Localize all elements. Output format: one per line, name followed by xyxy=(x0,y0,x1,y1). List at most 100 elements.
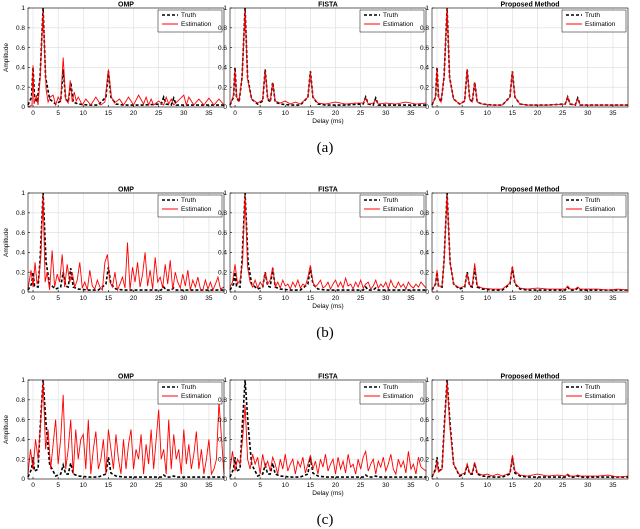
legend-label-estimation: Estimation xyxy=(585,206,616,213)
x-tick-label: 15 xyxy=(509,295,517,302)
y-tick-label: 0.4 xyxy=(218,250,227,257)
series-truth-line xyxy=(229,379,426,478)
x-tick-label: 10 xyxy=(484,295,492,302)
y-tick-label: 0.4 xyxy=(420,250,429,257)
x-tick-label: 15 xyxy=(307,295,315,302)
y-tick-label: 0.6 xyxy=(218,230,227,237)
plot-title: FISTA xyxy=(318,2,338,9)
y-tick-label: 0 xyxy=(223,476,227,483)
y-axis-label: Amplitude xyxy=(3,43,10,72)
caption-a: (a) xyxy=(317,140,334,156)
y-tick-label: 1 xyxy=(425,5,429,12)
y-tick-label: 0.4 xyxy=(218,437,227,444)
y-tick-label: 0 xyxy=(223,104,227,111)
y-tick-label: 0.2 xyxy=(16,84,25,91)
x-axis-label: Delay (ms) xyxy=(312,303,343,310)
x-tick-label: 5 xyxy=(56,110,60,117)
y-tick-label: 0.8 xyxy=(218,397,227,404)
plot-title: Proposed Method xyxy=(500,374,559,381)
legend-label-truth: Truth xyxy=(383,12,398,19)
legend-label-estimation: Estimation xyxy=(383,393,414,400)
series-estimation-line xyxy=(431,381,629,478)
x-tick-label: 35 xyxy=(205,110,213,117)
legend: Truth Estimation xyxy=(561,381,627,405)
x-tick-label: 10 xyxy=(282,295,290,302)
y-tick-label: 1 xyxy=(21,377,25,384)
legend-label-truth: Truth xyxy=(585,384,600,391)
x-tick-label: 0 xyxy=(233,110,237,117)
x-tick-label: 5 xyxy=(258,482,262,489)
x-tick-label: 25 xyxy=(155,295,163,302)
y-tick-label: 0.2 xyxy=(16,456,25,463)
x-tick-label: 15 xyxy=(105,482,113,489)
legend: Truth Estimation xyxy=(157,381,223,405)
series-estimation-line xyxy=(229,404,427,476)
y-tick-label: 0 xyxy=(425,289,429,296)
y-tick-label: 1 xyxy=(21,190,25,197)
y-tick-label: 0 xyxy=(21,289,25,296)
y-tick-label: 0.8 xyxy=(218,210,227,217)
x-tick-label: 20 xyxy=(534,295,542,302)
legend: Truth Estimation xyxy=(157,194,223,218)
x-tick-label: 35 xyxy=(205,295,213,302)
x-tick-label: 20 xyxy=(332,110,340,117)
plot-title: FISTA xyxy=(318,187,338,194)
y-tick-label: 0.8 xyxy=(420,25,429,32)
y-tick-label: 1 xyxy=(223,190,227,197)
y-tick-label: 0.4 xyxy=(16,437,25,444)
y-tick-label: 0.4 xyxy=(16,250,25,257)
legend: Truth Estimation xyxy=(157,9,223,33)
x-tick-label: 25 xyxy=(357,482,365,489)
legend: Truth Estimation xyxy=(561,9,627,33)
plot-c-0: 0 5 10 15 20 25 30 3500.20.40.60.81OMPAmplitude… xyxy=(3,374,225,489)
x-tick-label: 25 xyxy=(155,110,163,117)
x-tick-label: 30 xyxy=(180,295,188,302)
x-tick-label: 20 xyxy=(332,295,340,302)
chart-rows: 0 5 10 15 20 25 30 3500.20.40.60.81OMPAmplitude… xyxy=(3,2,629,497)
axes-frame xyxy=(229,7,427,108)
x-tick-label: 5 xyxy=(258,110,262,117)
y-tick-label: 0.2 xyxy=(420,84,429,91)
y-tick-label: 0.8 xyxy=(16,397,25,404)
legend-label-estimation: Estimation xyxy=(585,21,616,28)
x-tick-label: 5 xyxy=(56,295,60,302)
x-tick-label: 20 xyxy=(130,482,138,489)
y-tick-label: 0.8 xyxy=(420,210,429,217)
legend-label-truth: Truth xyxy=(585,197,600,204)
plot-title: OMP xyxy=(118,2,134,9)
legend: Truth Estimation xyxy=(561,194,627,218)
x-tick-label: 0 xyxy=(233,295,237,302)
y-tick-label: 0 xyxy=(425,104,429,111)
legend: Truth Estimation xyxy=(359,194,425,218)
series-estimation-line xyxy=(229,9,427,106)
x-tick-label: 35 xyxy=(407,482,415,489)
x-tick-label: 10 xyxy=(282,110,290,117)
y-tick-label: 1 xyxy=(21,5,25,12)
legend-label-estimation: Estimation xyxy=(585,393,616,400)
legend-label-estimation: Estimation xyxy=(181,21,212,28)
x-tick-label: 5 xyxy=(56,482,60,489)
x-tick-label: 25 xyxy=(559,295,567,302)
x-tick-label: 15 xyxy=(307,110,315,117)
axes-frame xyxy=(431,7,629,108)
legend-label-truth: Truth xyxy=(181,384,196,391)
x-tick-label: 5 xyxy=(460,295,464,302)
plot-title: FISTA xyxy=(318,374,338,381)
x-tick-label: 10 xyxy=(484,110,492,117)
legend-label-truth: Truth xyxy=(383,197,398,204)
y-tick-label: 0.8 xyxy=(16,210,25,217)
series-estimation-line xyxy=(27,194,225,292)
y-tick-label: 0.8 xyxy=(16,25,25,32)
y-tick-label: 0.2 xyxy=(16,269,25,276)
y-tick-label: 0.6 xyxy=(420,230,429,237)
y-tick-label: 0.2 xyxy=(420,456,429,463)
y-tick-label: 0.2 xyxy=(218,269,227,276)
x-tick-label: 30 xyxy=(584,110,592,117)
legend-label-truth: Truth xyxy=(585,12,600,19)
x-tick-label: 5 xyxy=(460,110,464,117)
axes-frame xyxy=(431,379,629,480)
x-tick-label: 15 xyxy=(509,482,517,489)
